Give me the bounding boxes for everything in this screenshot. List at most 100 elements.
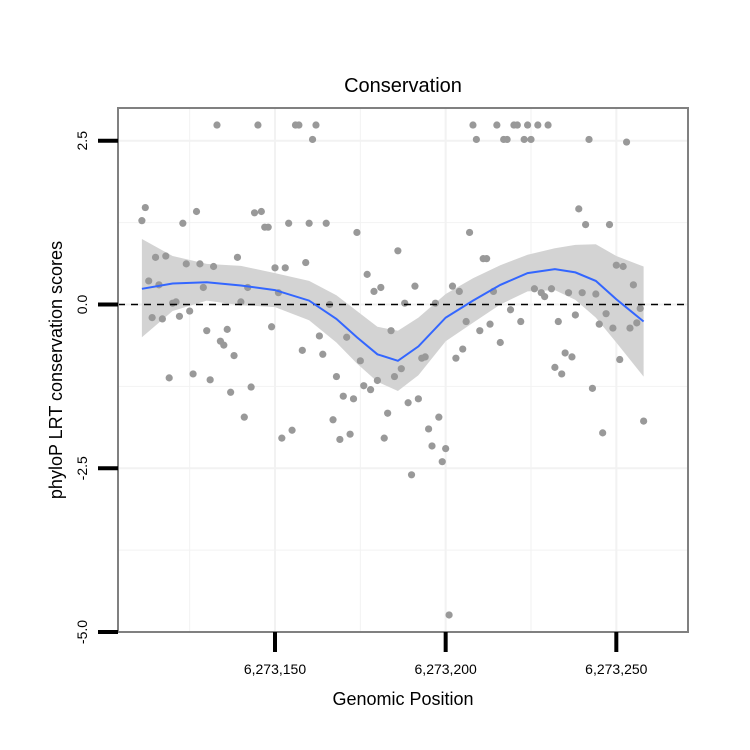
data-point (271, 264, 279, 272)
data-point (462, 317, 470, 326)
data-point (592, 290, 600, 298)
data-point (298, 346, 306, 354)
data-point (189, 370, 197, 378)
data-point (629, 281, 637, 289)
data-point (312, 121, 320, 129)
data-point (145, 277, 153, 285)
x-axis: 6,273,150 6,273,200 6,273,250 (244, 632, 648, 677)
data-point (407, 471, 416, 479)
data-point (343, 333, 351, 341)
data-point (582, 220, 590, 229)
data-point (332, 372, 341, 381)
data-point (476, 327, 484, 335)
data-point (390, 372, 399, 381)
data-point (424, 425, 433, 433)
data-point (305, 219, 313, 227)
data-point (158, 315, 166, 323)
data-point (612, 261, 620, 269)
data-point (551, 363, 559, 371)
data-point (472, 135, 480, 144)
data-point (534, 121, 542, 129)
data-point (571, 311, 579, 319)
data-point (302, 258, 310, 267)
data-point (308, 135, 317, 144)
data-point (595, 320, 603, 328)
data-point (366, 386, 375, 394)
data-point (520, 135, 528, 144)
data-point (503, 135, 511, 144)
data-point (414, 395, 422, 403)
x-tick-label: 6,273,150 (244, 661, 306, 677)
data-point (397, 365, 405, 373)
data-point (339, 392, 347, 400)
data-point (561, 349, 569, 357)
x-tick-label: 6,273,200 (415, 661, 477, 677)
data-point (636, 304, 644, 313)
data-point (227, 388, 235, 396)
data-point (558, 370, 566, 378)
data-point (353, 228, 361, 237)
data-point (363, 270, 371, 278)
data-point (387, 327, 395, 335)
data-point (404, 399, 412, 407)
data-point (438, 458, 446, 466)
data-point (175, 312, 184, 320)
data-point (384, 409, 392, 417)
data-point (267, 323, 276, 331)
data-point (513, 121, 521, 129)
data-point (465, 228, 474, 237)
data-point (192, 207, 201, 216)
data-point (431, 299, 440, 307)
data-point (220, 341, 228, 349)
data-point (599, 429, 607, 437)
data-point (240, 413, 248, 421)
data-point (373, 376, 382, 385)
data-point (138, 217, 146, 225)
data-point (544, 121, 552, 129)
data-point (203, 327, 211, 335)
data-point (588, 384, 597, 392)
data-point (445, 611, 453, 619)
data-point (360, 382, 368, 390)
data-point (165, 374, 173, 382)
data-point (356, 357, 364, 365)
data-point (237, 298, 245, 306)
data-point (247, 383, 255, 391)
confidence-ribbon (141, 239, 644, 391)
data-point (257, 207, 265, 216)
data-point (585, 135, 593, 144)
y-axis: 2.5 0.0 -2.5 -5.0 (74, 131, 118, 644)
data-point (380, 434, 388, 442)
data-point (459, 345, 467, 353)
data-point (547, 285, 556, 293)
data-point (319, 350, 327, 358)
data-point (564, 289, 573, 297)
data-point (230, 351, 238, 360)
data-point (370, 287, 378, 295)
data-point (602, 310, 610, 318)
y-tick-label: -2.5 (74, 456, 90, 480)
data-point (295, 121, 303, 129)
data-point (141, 203, 149, 212)
smooth-trend-line (141, 268, 645, 362)
data-point (346, 430, 354, 438)
data-point (278, 434, 286, 442)
panel-border (117, 107, 689, 633)
data-point (616, 355, 624, 364)
data-point (172, 298, 180, 306)
data-point (322, 219, 330, 227)
data-point (250, 209, 259, 217)
data-point (401, 299, 409, 307)
data-point (264, 223, 272, 231)
data-point (633, 319, 641, 327)
data-point (209, 262, 218, 271)
data-point (281, 264, 289, 272)
data-point (213, 121, 221, 129)
data-point (452, 354, 460, 362)
data-point (421, 353, 429, 361)
data-point (568, 353, 576, 361)
data-point (151, 253, 160, 261)
data-point (486, 320, 494, 328)
data-point (435, 413, 443, 421)
